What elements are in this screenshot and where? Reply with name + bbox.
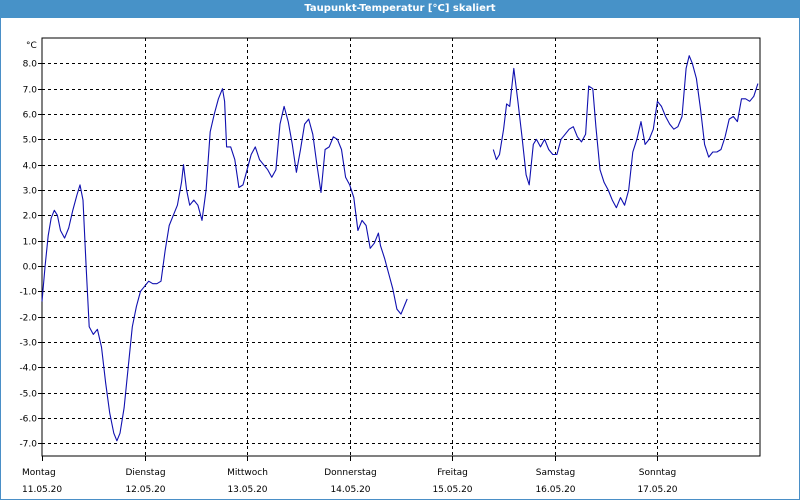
grid: [38, 37, 761, 461]
x-tick-day-label: Dienstag: [125, 468, 165, 478]
x-tick-date-label: 11.05.20: [22, 485, 62, 495]
y-tick-label: -6.0: [19, 415, 37, 425]
x-tick-day-label: Montag: [22, 468, 56, 478]
y-tick-label: 3.0: [23, 187, 38, 197]
y-tick-label: 8.0: [23, 60, 38, 70]
x-tick-date-label: 15.05.20: [432, 485, 472, 495]
y-tick-label: 7.0: [23, 86, 38, 96]
x-tick-day-label: Samstag: [536, 468, 575, 478]
y-tick-label: 6.0: [23, 111, 38, 121]
y-tick-label: 2.0: [23, 212, 38, 222]
series-layer: [41, 55, 759, 442]
y-tick-label: -3.0: [19, 339, 37, 349]
x-tick-day-label: Freitag: [437, 468, 468, 478]
x-tick-labels: Montag 11.05.20 Dienstag 12.05.20 Mittwoch 13…: [22, 468, 678, 495]
y-axis-unit-label: °C: [26, 41, 37, 51]
series-line-segment: [492, 55, 759, 209]
x-tick-date-label: 12.05.20: [125, 485, 165, 495]
y-tick-label: 5.0: [23, 136, 38, 146]
x-tick-day-label: Mittwoch: [227, 468, 268, 478]
x-tick-day-label: Sonntag: [639, 468, 676, 478]
y-tick-label: 4.0: [23, 162, 38, 172]
y-tick-label: -2.0: [19, 314, 37, 324]
y-tick-label: -5.0: [19, 390, 37, 400]
y-tick-label: 1.0: [23, 238, 38, 248]
x-tick-date-label: 13.05.20: [227, 485, 267, 495]
y-tick-label: -4.0: [19, 364, 37, 374]
y-tick-label: 0.0: [23, 263, 38, 273]
y-tick-label: -7.0: [19, 440, 37, 450]
x-tick-day-label: Donnerstag: [324, 468, 377, 478]
x-tick-date-label: 17.05.20: [637, 485, 677, 495]
x-tick-date-label: 16.05.20: [535, 485, 575, 495]
series-line-segment: [41, 88, 408, 442]
plot-area-border: [41, 37, 761, 457]
chart-title: Taupunkt-Temperatur [°C] skaliert: [0, 0, 800, 18]
y-tick-label: -1.0: [19, 288, 37, 298]
y-tick-labels: 8.0 7.0 6.0 5.0 4.0 3.0 2.0 1.0 0.0 -1.0 -2.0 -3.0 -…: [19, 60, 37, 450]
x-tick-date-label: 14.05.20: [330, 485, 370, 495]
